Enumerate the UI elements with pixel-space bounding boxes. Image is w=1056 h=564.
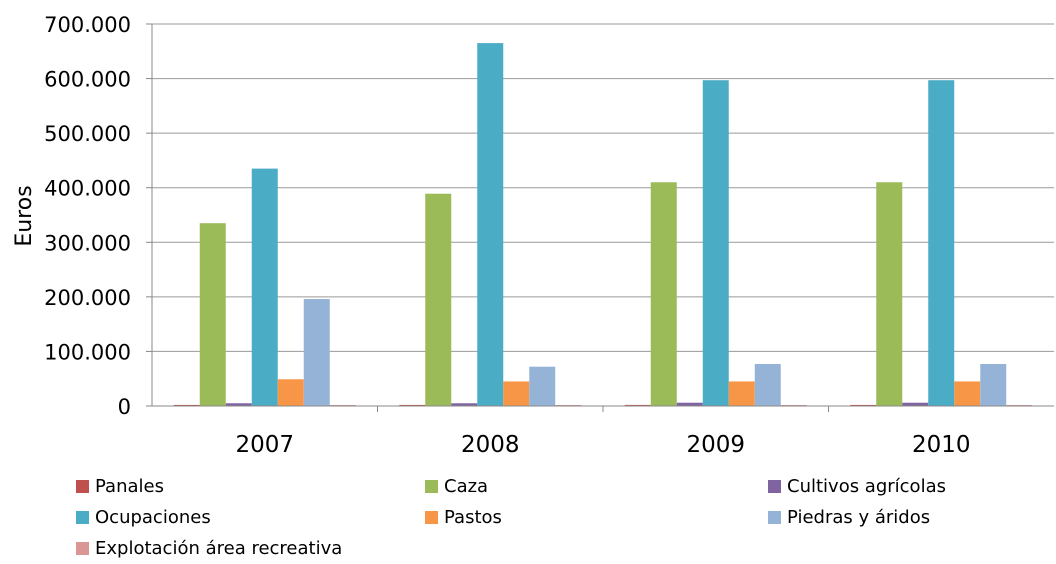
bar-caza-2007 <box>199 223 226 406</box>
legend-label: Cultivos agrícolas <box>787 476 946 497</box>
y-tick-label: 0 <box>118 395 131 419</box>
bar-caza-2009 <box>650 182 677 406</box>
bar-piedras-y-ridos-2009 <box>754 363 781 406</box>
legend-label: Explotación área recreativa <box>95 538 342 559</box>
legend-item: Ocupaciones <box>76 507 211 528</box>
bar-ocupaciones-2010 <box>928 80 955 407</box>
legend-label: Piedras y áridos <box>787 507 930 528</box>
bar-pastos-2008 <box>503 381 530 406</box>
bar-cultivos-agr-colas-2008 <box>451 403 478 406</box>
bar-ocupaciones-2009 <box>702 80 729 407</box>
bar-panales-2009 <box>624 404 651 406</box>
bars <box>173 43 1033 407</box>
bar-ocupaciones-2008 <box>477 43 504 406</box>
y-tick-labels: 0 100.000 200.000 300.000 400.000 500.000 600.… <box>44 13 152 419</box>
y-tick-label: 300.000 <box>44 231 131 255</box>
y-tick-label: 600.000 <box>44 68 131 92</box>
legend-item: Panales <box>76 476 164 497</box>
bar-caza-2008 <box>425 193 452 406</box>
y-tick-label: 700.000 <box>44 13 131 37</box>
x-tick-label: 2009 <box>686 432 745 458</box>
legend-item: Cultivos agrícolas <box>768 476 946 497</box>
legend-swatch <box>425 511 438 524</box>
legend-swatch <box>76 542 89 555</box>
y-tick-label: 100.000 <box>44 340 131 364</box>
y-tick-label: 500.000 <box>44 122 131 146</box>
bar-ocupaciones-2007 <box>251 168 278 406</box>
bar-cultivos-agr-colas-2010 <box>902 402 929 406</box>
bar-pastos-2009 <box>728 381 755 406</box>
legend-swatch <box>425 480 438 493</box>
legend-label: Panales <box>95 476 164 497</box>
y-tick-label: 200.000 <box>44 286 131 310</box>
bar-cultivos-agr-colas-2007 <box>225 403 252 406</box>
bar-piedras-y-ridos-2010 <box>980 363 1007 406</box>
bar-pastos-2010 <box>954 381 981 406</box>
legend-swatch <box>768 480 781 493</box>
x-axis <box>151 24 1054 412</box>
y-axis-title: Euros <box>12 185 37 246</box>
y-tick-label: 400.000 <box>44 177 131 201</box>
x-tick-labels: 2007 2008 2009 2010 <box>235 432 970 458</box>
legend-swatch <box>768 511 781 524</box>
legend-label: Pastos <box>444 507 502 528</box>
bar-caza-2010 <box>876 182 903 406</box>
bar-piedras-y-ridos-2008 <box>529 366 556 406</box>
bar-panales-2010 <box>850 404 877 406</box>
x-tick-label: 2010 <box>912 432 971 458</box>
legend-label: Caza <box>444 476 488 497</box>
bar-cultivos-agr-colas-2009 <box>676 402 703 406</box>
x-tick-label: 2008 <box>461 432 520 458</box>
legend: Panales Caza Cultivos agrícolas Ocupaciones… <box>76 476 946 559</box>
bar-pastos-2007 <box>277 379 304 406</box>
gridlines <box>152 23 1054 352</box>
legend-item: Piedras y áridos <box>768 507 930 528</box>
legend-swatch <box>76 511 89 524</box>
bar-panales-2008 <box>399 404 426 406</box>
bar-panales-2007 <box>173 404 200 406</box>
legend-swatch <box>76 480 89 493</box>
legend-item: Caza <box>425 476 488 497</box>
legend-item: Pastos <box>425 507 502 528</box>
legend-item: Explotación área recreativa <box>76 538 342 559</box>
legend-label: Ocupaciones <box>95 507 211 528</box>
bar-piedras-y-ridos-2007 <box>303 299 330 406</box>
x-tick-label: 2007 <box>235 432 294 458</box>
